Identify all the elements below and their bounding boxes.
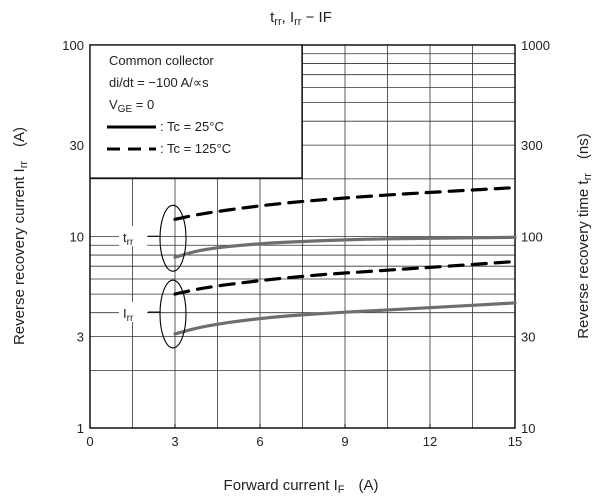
legend-entry-label: : Tc = 25°C — [160, 119, 224, 134]
annotation-bracket-irr — [159, 279, 187, 349]
y-right-tick-label: 10 — [521, 421, 535, 436]
legend: Common collector di/dt = −100 A/∝s VGE = 0… — [89, 44, 303, 179]
y-left-tick-label: 100 — [62, 38, 84, 53]
series-trr-solid — [173, 235, 517, 259]
x-axis-label: Forward current IF (A) — [224, 477, 379, 496]
y-left-tick-label: 3 — [77, 330, 84, 345]
y-right-tick-label: 30 — [521, 330, 535, 345]
x-tick-label: 15 — [508, 434, 522, 449]
y-right-tick-label: 1000 — [521, 38, 550, 53]
chart-title: trr, Irr − IF — [270, 9, 332, 28]
legend-text-line: Common collector — [109, 53, 214, 68]
x-tick-label: 3 — [171, 434, 178, 449]
annotation-layer: trr Irr — [119, 204, 187, 349]
annotation-label-bg — [119, 226, 147, 247]
y-axis-right-label: Reverse recovery time trr(ns) — [575, 133, 594, 339]
y-right-tick-label: 300 — [521, 138, 543, 153]
x-tick-label: 6 — [256, 434, 263, 449]
series-irr-dashed — [173, 259, 517, 296]
annotation-bracket-trr — [159, 204, 187, 272]
annotation-label-trr: trr — [123, 230, 134, 248]
y-left-tick-label: 1 — [77, 421, 84, 436]
annotation-label-irr: Irr — [123, 306, 134, 324]
y-right-tick-label: 100 — [521, 230, 543, 245]
legend-entry-label: : Tc = 125°C — [160, 141, 231, 156]
legend-text-line: di/dt = −100 A/∝s — [109, 75, 209, 90]
tick-labels: 0 3 6 9 12 15 1 3 10 30 100 10 30 100 300 1000 — [62, 38, 550, 449]
x-tick-label: 0 — [86, 434, 93, 449]
y-left-tick-label: 30 — [70, 138, 84, 153]
series-irr-solid — [173, 301, 517, 336]
x-tick-label: 9 — [341, 434, 348, 449]
grid-layer — [89, 44, 516, 429]
x-tick-label: 12 — [423, 434, 437, 449]
series-trr-dashed — [173, 186, 517, 221]
curve-layer — [173, 186, 517, 336]
legend-vge: VGE = 0 — [109, 97, 154, 115]
y-left-tick-label: 10 — [70, 230, 84, 245]
annotation-label-bg — [119, 302, 147, 323]
legend-box — [89, 44, 303, 179]
y-axis-left-label: Reverse recovery current Irr(A) — [11, 127, 30, 345]
